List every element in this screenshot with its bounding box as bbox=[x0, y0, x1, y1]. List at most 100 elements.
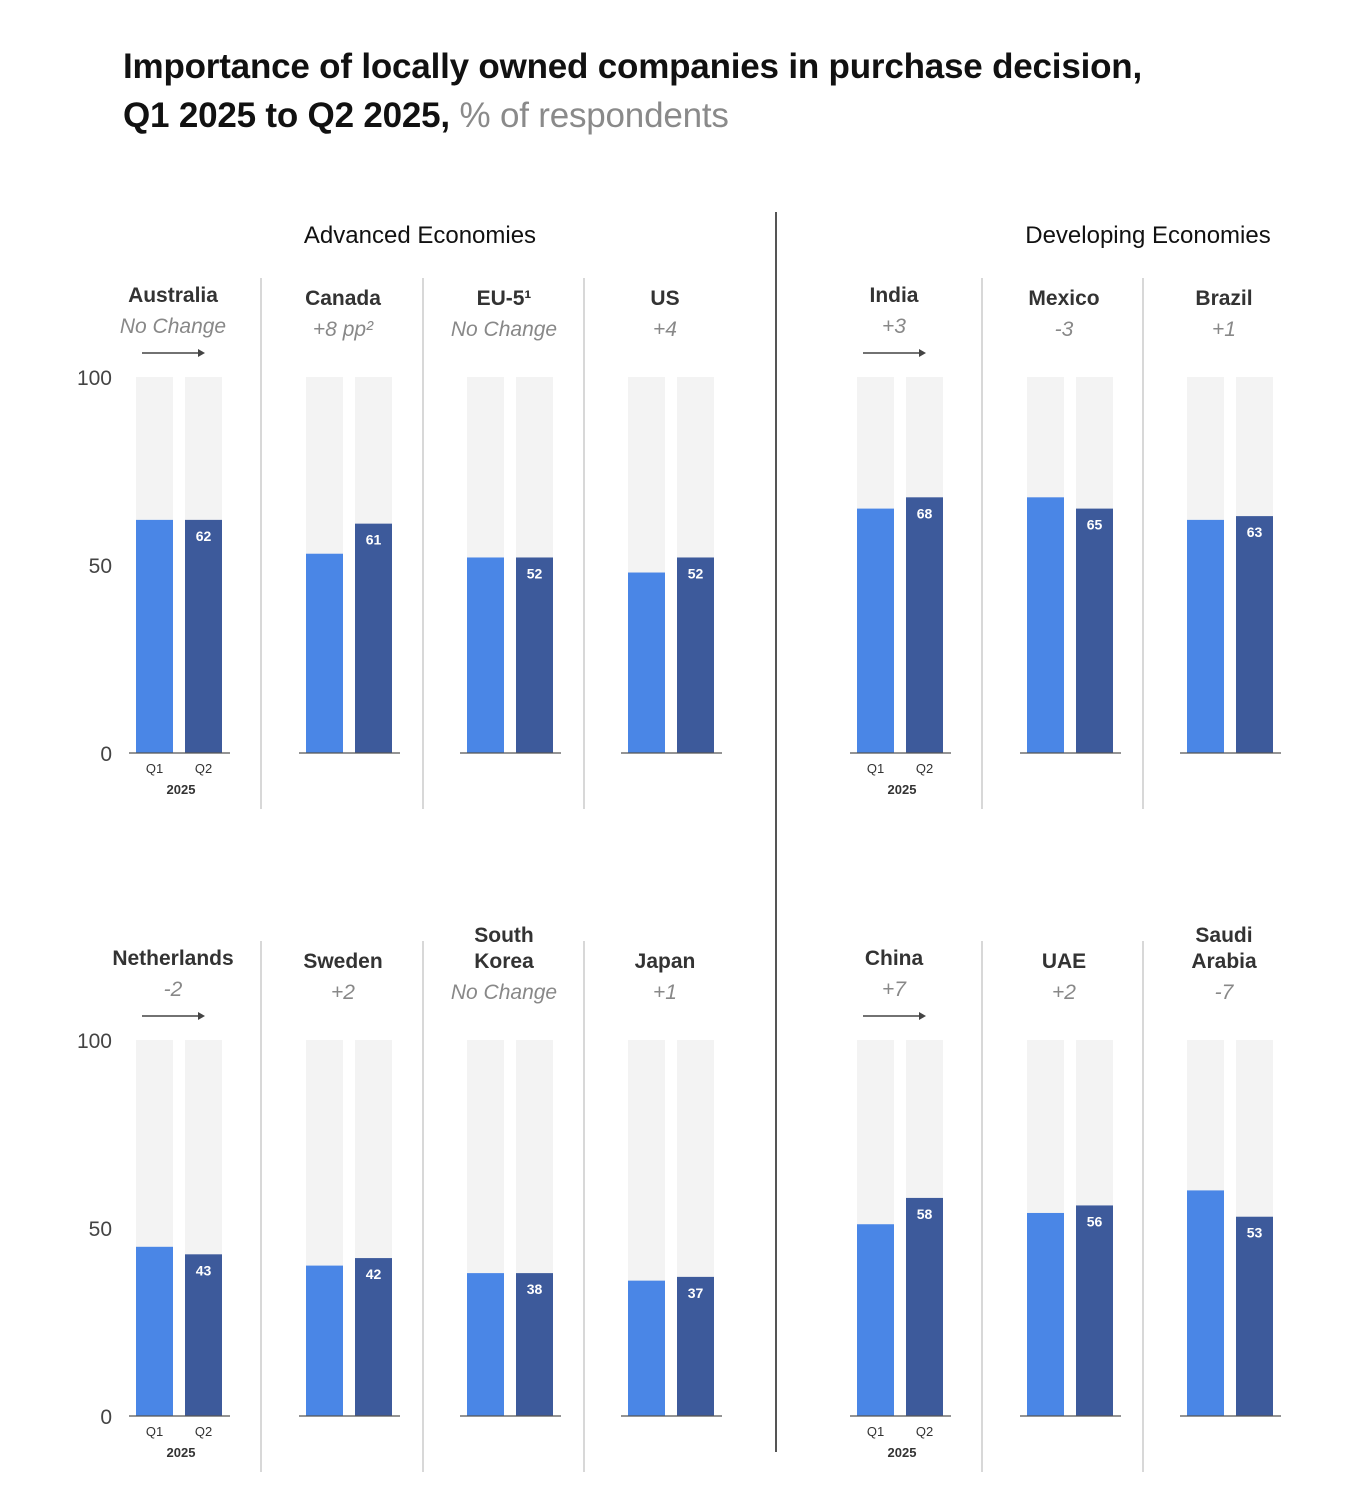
country-name-us: US bbox=[650, 287, 679, 310]
change-label-mexico: -3 bbox=[1055, 318, 1074, 341]
change-label-us: +4 bbox=[653, 318, 677, 341]
chart-title: Importance of locally owned companies in… bbox=[123, 42, 1142, 140]
change-label-netherlands: -2 bbox=[164, 978, 183, 1001]
y-tick-label-0-2: 100 bbox=[77, 367, 112, 390]
data-label-eu-5: 52 bbox=[527, 565, 543, 581]
change-label-sweden: +2 bbox=[331, 981, 355, 1004]
x-tick-q1-china: Q1 bbox=[867, 1424, 884, 1439]
country-name-japan: Japan bbox=[635, 950, 696, 973]
country-name-china: China bbox=[865, 947, 924, 970]
bar-q1-south-korea bbox=[467, 1273, 504, 1416]
bar-q2-australia bbox=[185, 519, 222, 753]
section-label-advanced: Advanced Economies bbox=[304, 222, 536, 249]
bar-q2-brazil bbox=[1236, 516, 1273, 753]
data-label-china: 58 bbox=[917, 1206, 933, 1222]
change-label-china: +7 bbox=[882, 978, 907, 1001]
title-unit: % of respondents bbox=[459, 96, 729, 135]
bar-q1-mexico bbox=[1027, 497, 1064, 753]
bar-q1-us bbox=[628, 572, 665, 753]
title-line1: Importance of locally owned companies in… bbox=[123, 47, 1143, 86]
bar-q1-china bbox=[857, 1224, 894, 1416]
bar-q1-uae bbox=[1027, 1212, 1064, 1416]
change-label-uae: +2 bbox=[1052, 981, 1076, 1004]
bar-q1-netherlands bbox=[136, 1246, 173, 1416]
bar-q2-netherlands bbox=[185, 1254, 222, 1416]
data-label-us: 52 bbox=[688, 565, 704, 581]
country-name-saudi-arabia-1: Arabia bbox=[1191, 950, 1257, 973]
x-tick-q1-australia: Q1 bbox=[146, 761, 163, 776]
section-label-developing: Developing Economies bbox=[1025, 222, 1270, 249]
bar-q2-canada bbox=[355, 523, 392, 753]
x-year-label-netherlands: 2025 bbox=[167, 1445, 196, 1460]
bar-q2-saudi-arabia bbox=[1236, 1216, 1273, 1416]
bar-q2-sweden bbox=[355, 1258, 392, 1416]
x-tick-q1-netherlands: Q1 bbox=[146, 1424, 163, 1439]
bar-q1-japan bbox=[628, 1280, 665, 1416]
bar-q1-australia bbox=[136, 519, 173, 753]
data-label-netherlands: 43 bbox=[196, 1262, 212, 1278]
country-name-mexico: Mexico bbox=[1028, 287, 1099, 310]
change-label-brazil: +1 bbox=[1212, 318, 1236, 341]
y-tick-label-1-2: 100 bbox=[77, 1030, 112, 1053]
bar-q2-japan bbox=[677, 1276, 714, 1416]
data-label-japan: 37 bbox=[688, 1285, 704, 1301]
change-label-eu-5: No Change bbox=[451, 318, 557, 341]
change-label-south-korea: No Change bbox=[451, 981, 557, 1004]
bar-q2-eu-5 bbox=[516, 557, 553, 753]
x-tick-q1-india: Q1 bbox=[867, 761, 884, 776]
x-year-label-australia: 2025 bbox=[167, 782, 196, 797]
country-name-canada: Canada bbox=[305, 287, 381, 310]
bar-q2-us bbox=[677, 557, 714, 753]
arrow-head-australia bbox=[198, 349, 205, 357]
x-tick-q2-australia: Q2 bbox=[195, 761, 212, 776]
x-tick-q2-china: Q2 bbox=[916, 1424, 933, 1439]
change-label-japan: +1 bbox=[653, 981, 677, 1004]
y-tick-label-1-0: 0 bbox=[100, 1406, 112, 1429]
arrow-head-china bbox=[919, 1012, 926, 1020]
x-year-label-india: 2025 bbox=[888, 782, 917, 797]
data-label-mexico: 65 bbox=[1087, 517, 1103, 533]
x-tick-q2-netherlands: Q2 bbox=[195, 1424, 212, 1439]
change-label-saudi-arabia: -7 bbox=[1215, 981, 1235, 1004]
x-tick-q2-india: Q2 bbox=[916, 761, 933, 776]
change-label-india: +3 bbox=[882, 315, 906, 338]
country-name-south-korea-0: South bbox=[474, 924, 533, 947]
country-name-india: India bbox=[869, 284, 918, 307]
country-name-australia: Australia bbox=[128, 284, 218, 307]
change-label-australia: No Change bbox=[120, 315, 226, 338]
data-label-canada: 61 bbox=[366, 532, 382, 548]
data-label-sweden: 42 bbox=[366, 1266, 382, 1282]
bar-q2-uae bbox=[1076, 1205, 1113, 1416]
y-tick-label-0-0: 0 bbox=[100, 743, 112, 766]
bar-q2-mexico bbox=[1076, 508, 1113, 753]
y-tick-label-0-1: 50 bbox=[89, 555, 112, 578]
bar-q1-india bbox=[857, 508, 894, 753]
title-line2: Q1 2025 to Q2 2025, bbox=[123, 96, 450, 135]
data-label-brazil: 63 bbox=[1247, 524, 1263, 540]
arrow-head-netherlands bbox=[198, 1012, 205, 1020]
country-name-netherlands: Netherlands bbox=[112, 947, 233, 970]
bar-q2-india bbox=[906, 497, 943, 753]
bar-q1-eu-5 bbox=[467, 557, 504, 753]
data-label-south-korea: 38 bbox=[527, 1281, 543, 1297]
change-label-canada: +8 pp² bbox=[313, 318, 374, 341]
bar-q2-china bbox=[906, 1197, 943, 1416]
bar-q1-canada bbox=[306, 553, 343, 753]
country-name-brazil: Brazil bbox=[1195, 287, 1252, 310]
country-name-saudi-arabia-0: Saudi bbox=[1195, 924, 1252, 947]
y-tick-label-1-1: 50 bbox=[89, 1218, 112, 1241]
x-year-label-china: 2025 bbox=[888, 1445, 917, 1460]
arrow-head-india bbox=[919, 349, 926, 357]
bar-q2-south-korea bbox=[516, 1273, 553, 1416]
bar-q1-brazil bbox=[1187, 519, 1224, 753]
data-label-india: 68 bbox=[917, 505, 933, 521]
data-label-saudi-arabia: 53 bbox=[1247, 1225, 1263, 1241]
data-label-uae: 56 bbox=[1087, 1213, 1103, 1229]
bar-q1-saudi-arabia bbox=[1187, 1190, 1224, 1416]
country-name-eu-5: EU-5¹ bbox=[477, 287, 532, 310]
country-name-uae: UAE bbox=[1042, 950, 1086, 973]
country-name-south-korea-1: Korea bbox=[474, 950, 534, 973]
country-name-sweden: Sweden bbox=[303, 950, 382, 973]
data-label-australia: 62 bbox=[196, 528, 212, 544]
